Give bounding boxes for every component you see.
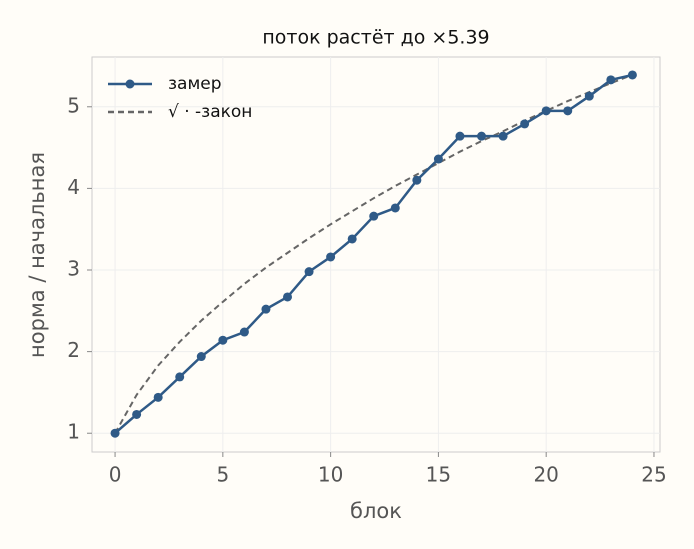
data-point: [584, 91, 594, 101]
data-point: [563, 106, 573, 116]
y-axis-label: норма / начальная: [25, 152, 49, 358]
y-tick-label: 4: [67, 175, 80, 199]
x-axis-label: блок: [350, 499, 402, 523]
data-point: [433, 154, 443, 164]
data-point: [153, 392, 163, 402]
data-point: [283, 292, 293, 302]
legend-label: замер: [168, 74, 222, 94]
data-point: [498, 131, 508, 141]
data-point: [412, 175, 422, 185]
data-point: [196, 352, 206, 362]
legend-marker: [125, 79, 135, 89]
data-point: [627, 70, 637, 80]
plot-area: [91, 56, 661, 453]
data-point: [390, 203, 400, 213]
x-tick-label: 15: [426, 463, 451, 487]
y-tick-label: 2: [67, 338, 80, 362]
data-point: [132, 409, 142, 419]
data-point: [369, 211, 379, 221]
y-tick-label: 3: [67, 257, 80, 281]
data-point: [261, 304, 271, 314]
chart-title: поток растёт до ×5.39: [262, 27, 489, 49]
x-tick-label: 10: [318, 463, 343, 487]
x-tick-label: 5: [216, 463, 229, 487]
legend-label: √ · -закон: [168, 102, 252, 122]
data-point: [520, 119, 530, 129]
data-point: [606, 75, 616, 85]
data-point: [477, 131, 487, 141]
x-tick-label: 0: [109, 463, 122, 487]
data-point: [347, 234, 357, 244]
data-point: [304, 267, 314, 277]
data-point: [218, 335, 228, 345]
y-tick-label: 1: [67, 420, 80, 444]
data-point: [455, 131, 465, 141]
x-tick-label: 20: [533, 463, 558, 487]
series-line: [114, 74, 633, 434]
y-tick-label: 5: [67, 93, 80, 117]
data-point: [326, 252, 336, 262]
data-point: [239, 327, 249, 337]
x-tick-label: 25: [641, 463, 666, 487]
data-point: [541, 106, 551, 116]
data-point: [110, 428, 120, 438]
data-point: [175, 372, 185, 382]
